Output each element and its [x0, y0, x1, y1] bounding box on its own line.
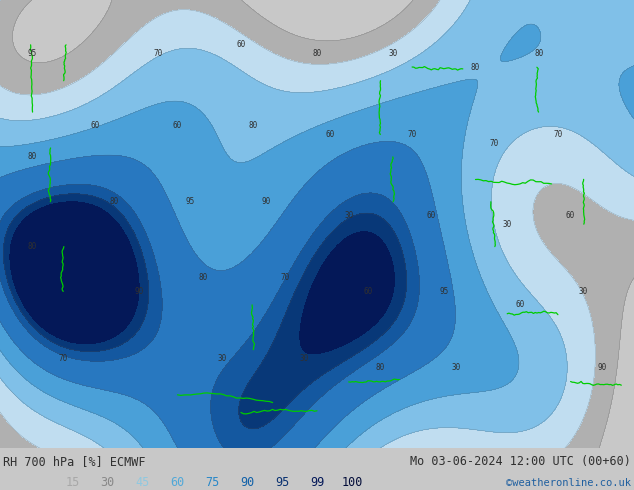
- Text: RH 700 hPa [%] ECMWF: RH 700 hPa [%] ECMWF: [3, 455, 146, 467]
- Text: 80: 80: [534, 49, 543, 58]
- Text: 90: 90: [240, 476, 254, 489]
- Text: 80: 80: [27, 152, 36, 161]
- Text: 60: 60: [363, 287, 372, 296]
- Text: 60: 60: [427, 211, 436, 220]
- Text: 90: 90: [135, 287, 144, 296]
- Text: 30: 30: [503, 220, 512, 229]
- Text: 45: 45: [136, 476, 150, 489]
- Text: 60: 60: [515, 300, 524, 309]
- Text: 95: 95: [275, 476, 289, 489]
- Text: 60: 60: [236, 40, 245, 49]
- Text: ©weatheronline.co.uk: ©weatheronline.co.uk: [506, 477, 631, 488]
- Text: 70: 70: [553, 130, 562, 139]
- Text: 75: 75: [205, 476, 219, 489]
- Text: 30: 30: [300, 354, 309, 363]
- Text: 30: 30: [389, 49, 398, 58]
- Text: 60: 60: [325, 130, 334, 139]
- Text: 70: 70: [59, 354, 68, 363]
- Text: 30: 30: [344, 211, 353, 220]
- Text: 70: 70: [408, 130, 417, 139]
- Text: 95: 95: [27, 49, 36, 58]
- Text: 80: 80: [471, 63, 480, 72]
- Text: 60: 60: [171, 476, 184, 489]
- Text: 100: 100: [341, 476, 363, 489]
- Text: 15: 15: [66, 476, 80, 489]
- Text: 95: 95: [186, 197, 195, 206]
- Text: 60: 60: [91, 121, 100, 130]
- Text: 70: 70: [154, 49, 163, 58]
- Text: 30: 30: [217, 354, 226, 363]
- Text: 60: 60: [566, 211, 575, 220]
- Text: 99: 99: [310, 476, 324, 489]
- Text: 70: 70: [281, 273, 290, 282]
- Text: 60: 60: [173, 121, 182, 130]
- Text: 95: 95: [439, 287, 448, 296]
- Text: 70: 70: [490, 139, 499, 148]
- Text: 30: 30: [101, 476, 115, 489]
- Text: 30: 30: [452, 363, 461, 372]
- Text: 90: 90: [598, 363, 607, 372]
- Text: 80: 80: [198, 273, 207, 282]
- Text: Mo 03-06-2024 12:00 UTC (00+60): Mo 03-06-2024 12:00 UTC (00+60): [410, 455, 631, 467]
- Text: 80: 80: [313, 49, 321, 58]
- Text: 90: 90: [262, 197, 271, 206]
- Text: 80: 80: [110, 197, 119, 206]
- Text: 80: 80: [376, 363, 385, 372]
- Text: 80: 80: [27, 242, 36, 251]
- Text: 30: 30: [579, 287, 588, 296]
- Text: 80: 80: [249, 121, 258, 130]
